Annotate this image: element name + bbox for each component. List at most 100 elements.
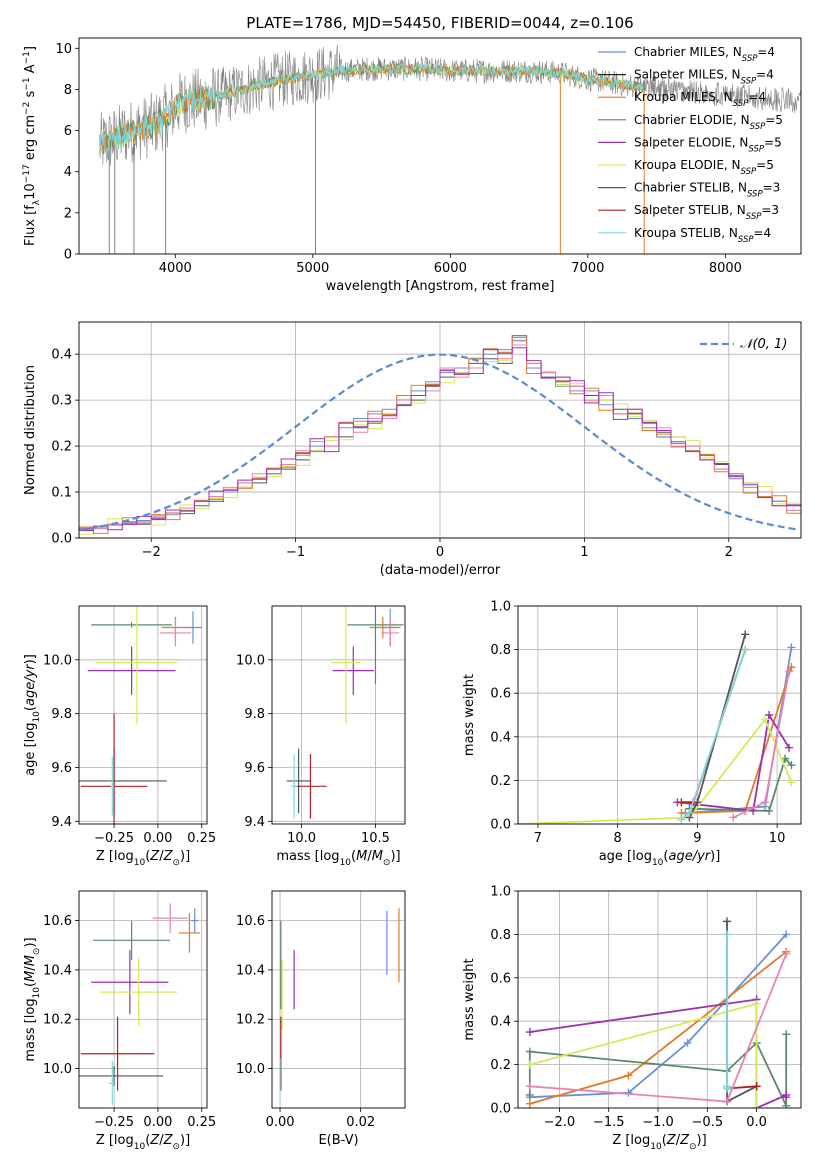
x-tick-label: 0.00 [266,1115,295,1130]
y-tick-label: 9.6 [244,761,265,776]
y-tick-label: 9.4 [244,815,265,830]
legend-label: Kroupa STELIB, NSSP=4 [634,226,771,245]
y-tick-label: 0.0 [490,1102,511,1117]
y-tick-label: 6 [64,124,72,139]
x-tick-label: 7000 [571,261,604,276]
mass-weight-marker [525,1060,534,1069]
x-axis-label: Z [log10(Z/Z⊙)] [612,1133,706,1152]
x-tick-label: 8000 [709,261,742,276]
y-tick-label: 0.2 [490,1058,511,1073]
mass-weight-marker [787,778,796,787]
x-tick-label: 8 [614,831,622,846]
mass-weight-marker [525,1099,534,1108]
y-tick-label: 0.4 [490,1015,511,1030]
mass-weight-line [518,717,793,824]
mass-weight-line [677,712,790,812]
axes-frame [78,37,802,255]
mass-weight-marker [525,1028,534,1037]
y-tick-label: 0.1 [51,486,72,501]
axes-frame [78,890,208,1109]
x-tick-label: −1 [286,545,305,560]
spectrum-traces [99,44,801,254]
errorbars [279,908,400,1104]
y-tick-label: 0.2 [51,440,72,455]
y-tick-label: 0 [64,248,72,263]
normal-curve [79,353,799,531]
mass-weight-marker [782,949,791,958]
x-tick-label: 5000 [296,261,329,276]
axes-frame [271,605,406,825]
y-tick-label: 10.0 [236,653,265,668]
mass-weight-line [689,756,793,812]
mass-weight-marker [781,754,790,763]
x-tick-label: 0.25 [187,831,216,846]
x-tick-label: 0.00 [143,831,172,846]
mass-weight-marker [723,917,732,926]
mass-weight-marker [782,1093,791,1102]
mass-weight-marker [525,1047,534,1056]
x-tick-label: 1 [580,545,588,560]
mass-weight-marker [787,643,796,652]
legend-label: Chabrier ELODIE, NSSP=5 [634,113,783,132]
x-tick-label: 6000 [434,261,467,276]
x-tick-label: −2 [142,545,161,560]
x-tick-label: 10.5 [361,831,390,846]
mass-weight-lines [525,917,791,1108]
model-spectrum [99,62,646,156]
y-tick-label: 10.2 [43,1013,72,1028]
y-tick-label: 4 [64,165,72,180]
x-tick-label: −0.25 [94,831,134,846]
mass-weight-marker [761,715,770,724]
mass-weight-marker [752,1082,761,1091]
y-tick-label: 0.2 [490,774,511,789]
y-tick-label: 0.6 [490,971,511,986]
axes-frame [271,890,406,1109]
mass-weight-marker [525,1082,534,1091]
x-tick-label: −0.25 [94,1115,134,1130]
mass-weight-line [680,649,747,821]
mass-weight-marker [761,798,770,807]
x-axis-label: age [log10(age/yr)] [599,849,721,868]
panel-residuals: −2 −1 0 1 2 0.0 0.1 0.2 0.3 0.4 (data-model)/error… [23,321,802,578]
mass-weight-marker [723,1097,732,1106]
figure-title: PLATE=1786, MJD=54450, FIBERID=0044, z=0… [246,14,633,32]
mass-weight-marker [683,1038,692,1047]
x-tick-label: −2.0 [544,1115,576,1130]
legend-label: Salpeter ELODIE, NSSP=5 [634,135,782,154]
x-axis-label: E(B-V) [318,1133,358,1148]
axes-frame [517,890,802,1109]
x-tick-label: 7 [534,831,542,846]
legend-label: Kroupa MILES, NSSP=4 [634,90,766,109]
mass-weight-lines [518,630,796,824]
y-tick-label: 0.4 [51,348,72,363]
x-axis-label: wavelength [Angstrom, rest frame] [326,279,555,294]
mass-weight-marker [741,645,750,654]
errorbars [79,903,200,1106]
y-tick-label: 9.8 [51,707,72,722]
x-axis-label: Z [log10(Z/Z⊙)] [96,849,190,868]
y-axis-label: age [log10(age/yr)] [23,654,42,776]
legend-label: Salpeter MILES, NSSP=4 [634,68,774,87]
x-tick-label: 0.02 [346,1115,375,1130]
mass-weight-marker [723,930,732,939]
mass-weight-line [529,1002,758,1108]
x-tick-label: 0 [436,545,444,560]
y-tick-label: 1.0 [490,885,511,900]
y-tick-label: 0.3 [51,394,72,409]
y-tick-label: 10.4 [236,963,265,978]
y-tick-label: 10.0 [236,1062,265,1077]
mass-weight-marker [677,815,686,824]
mass-weight-marker [785,667,794,676]
data-spectrum-tail [642,76,801,114]
model-spectrum [99,62,646,155]
x-tick-label: −0.5 [692,1115,724,1130]
legend-label: Chabrier MILES, NSSP=4 [634,45,775,64]
mass-weight-marker [624,1071,633,1080]
panel-mw-Z: −2.0 −1.5 −1.0 −0.5 0.0 0.0 0.2 0.4 0.6 0.8 1.0 Z [… [462,885,802,1152]
mass-weight-marker [741,630,750,639]
y-axis-label: Normed distribution [23,365,38,495]
y-tick-label: 9.4 [51,815,72,830]
mass-weight-marker [752,999,761,1008]
y-tick-label: 10.2 [236,1013,265,1028]
